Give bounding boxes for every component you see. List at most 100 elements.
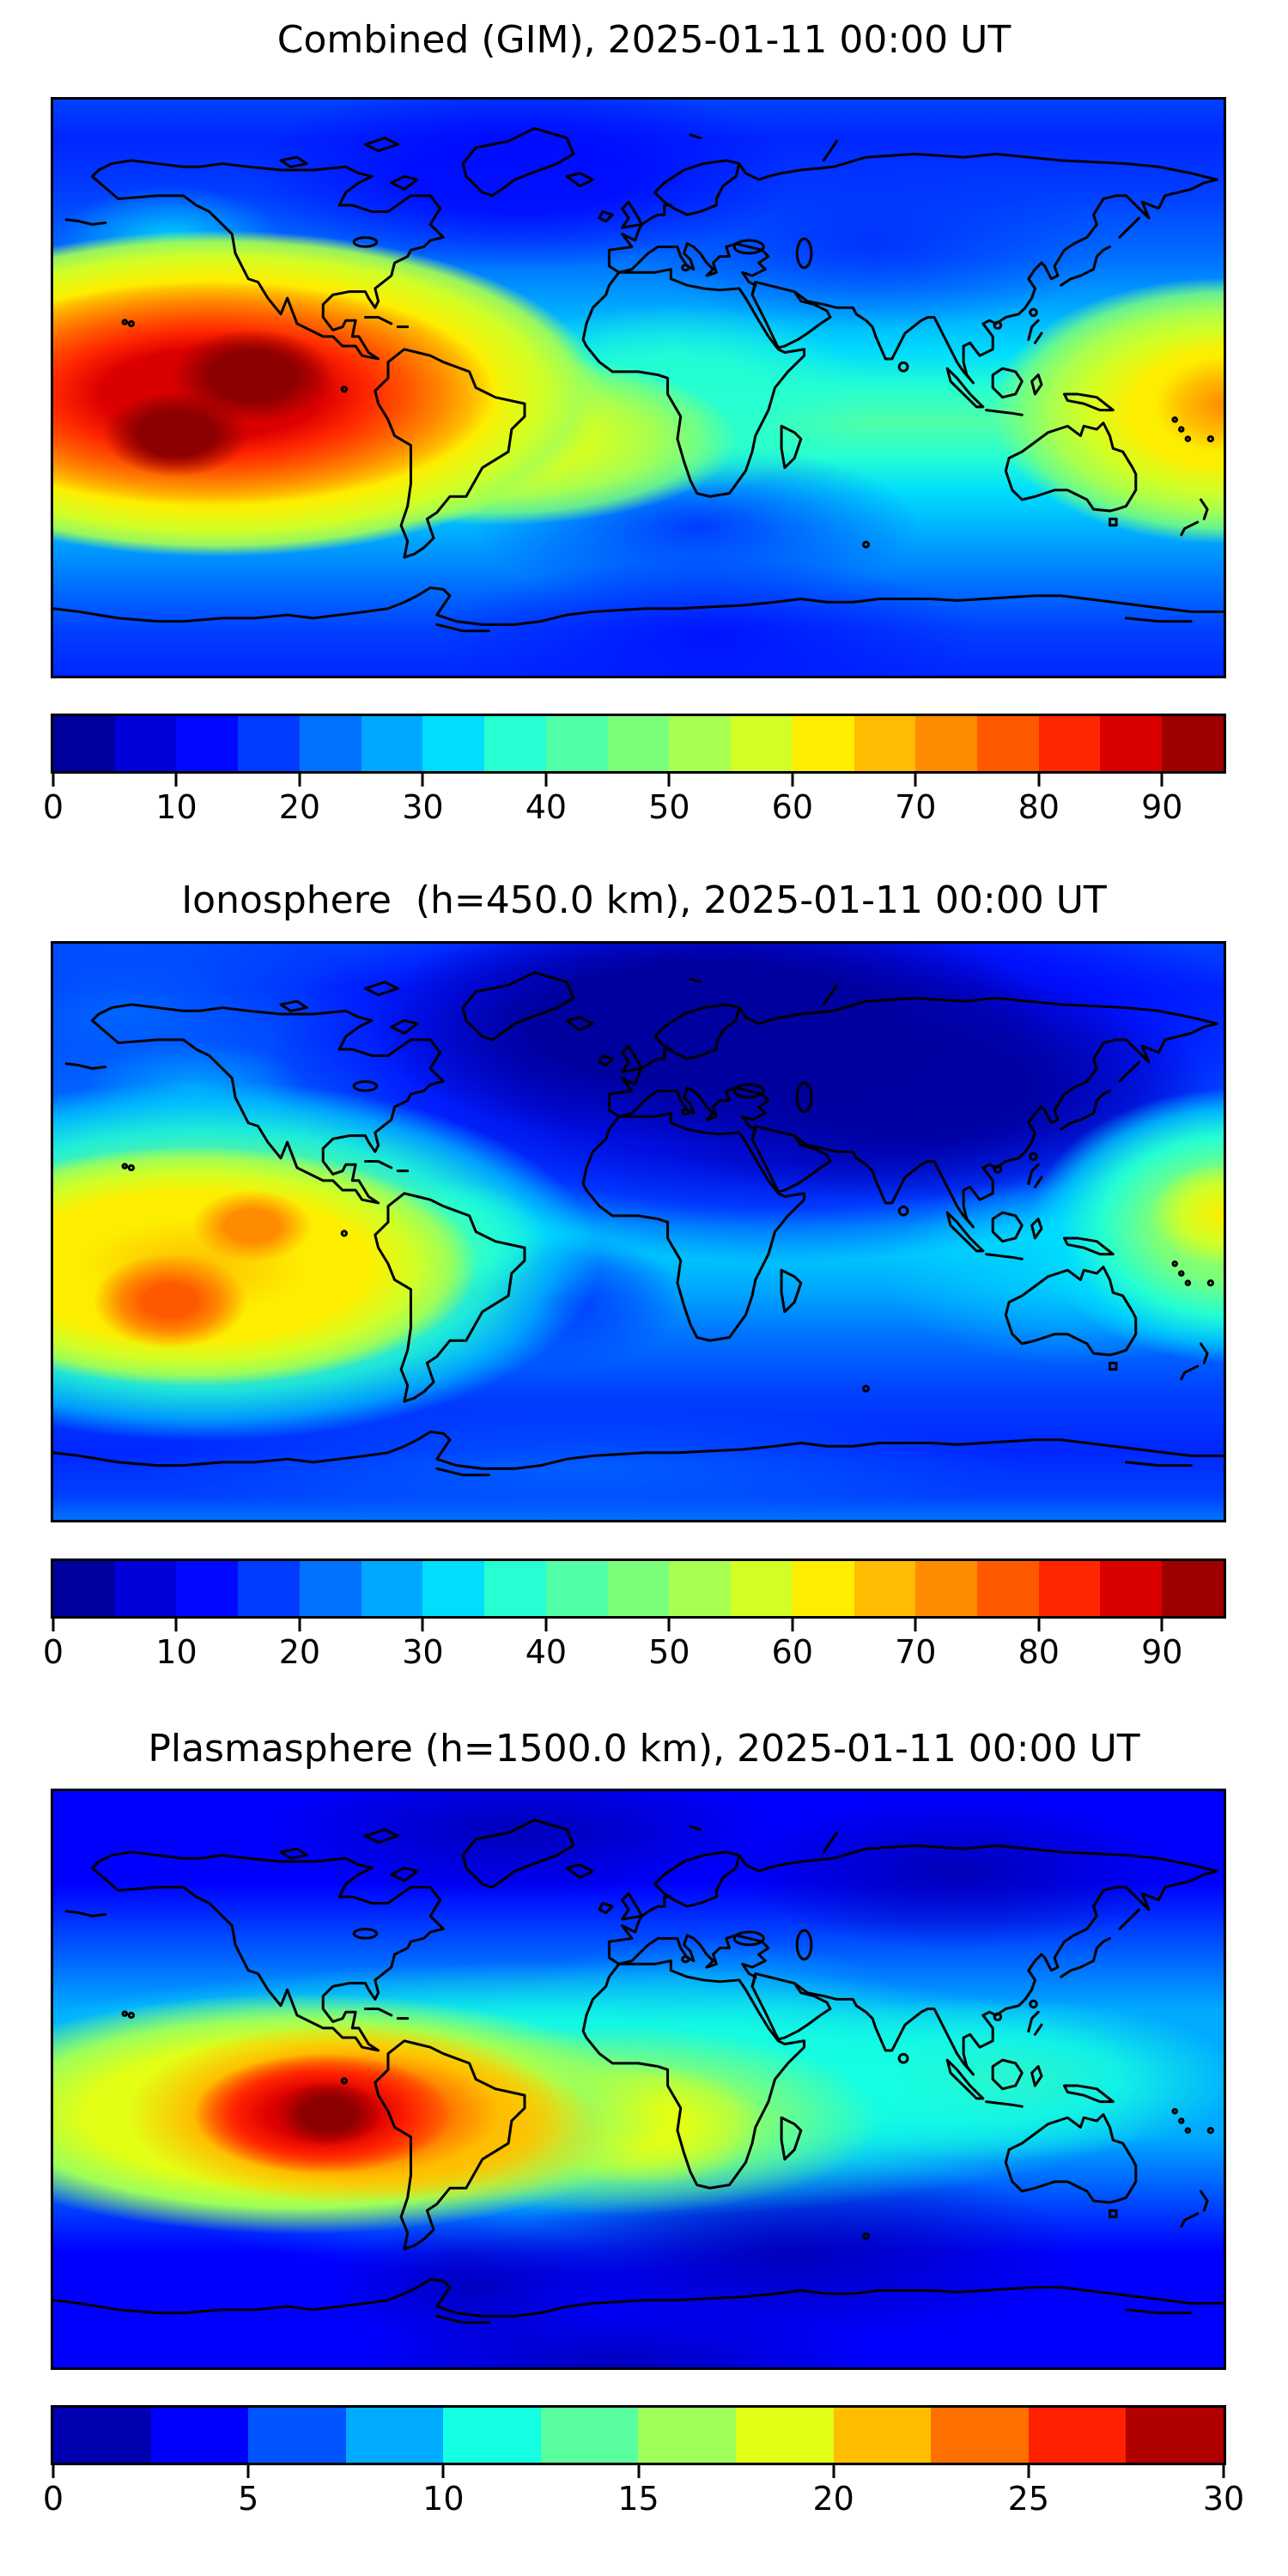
colorbar-segment: [1100, 716, 1163, 771]
colorbar-segment: [150, 2408, 249, 2463]
panel-title-ionosphere: Ionosphere (h=450.0 km), 2025-01-11 00:0…: [181, 878, 1107, 922]
colorbar-strip: [53, 1561, 1224, 1616]
colorbar-segment: [299, 1561, 361, 1616]
colorbar-segment: [915, 1561, 978, 1616]
colorbar-tick: [174, 1619, 178, 1631]
colorbar-tick: [52, 1619, 55, 1631]
colorbar-segment: [114, 1561, 177, 1616]
colorbar-tick-label: 70: [895, 788, 937, 826]
colorbar-segment: [638, 2408, 737, 2463]
colorbar-segment: [854, 1561, 916, 1616]
colorbar-tick: [832, 2465, 835, 2478]
colorbar-segment: [53, 2408, 151, 2463]
colorbar-tick-label: 80: [1018, 788, 1060, 826]
colorbar-tick: [52, 2465, 55, 2478]
colorbar-tick: [52, 774, 55, 787]
colorbar-tick: [791, 1619, 794, 1631]
colorbar-strip: [53, 2408, 1224, 2463]
colorbar-segment: [731, 1561, 793, 1616]
colorbar-tick: [791, 774, 794, 787]
colorbar-tick-label: 10: [155, 1633, 197, 1671]
colorbar-tick-label: 60: [771, 788, 814, 826]
colorbar-tick-label: 10: [155, 788, 197, 826]
colorbar-segment: [1028, 2408, 1127, 2463]
colorbar-segment: [1038, 716, 1101, 771]
colorbar-tick: [1037, 774, 1041, 787]
colorbar-tick: [174, 774, 178, 787]
colorbar-tick-label: 30: [402, 788, 444, 826]
colorbar-tick-label: 10: [422, 2480, 465, 2518]
colorbar-segment: [484, 1561, 546, 1616]
colorbar-ionosphere: 0 10 20 30 40 50 60 70 80 90: [43, 1558, 1226, 1669]
colorbar-segment: [422, 1561, 485, 1616]
colorbar-tick-label: 15: [617, 2480, 659, 2518]
colorbar-segment: [792, 1561, 854, 1616]
colorbar-tick: [1160, 774, 1163, 787]
colorbar-segment: [248, 2408, 346, 2463]
colorbar-segment: [931, 2408, 1029, 2463]
colorbar-tick-label: 20: [278, 788, 321, 826]
colorbar-tick: [441, 2465, 445, 2478]
colorbar-segment: [1038, 1561, 1101, 1616]
colorbar-tick: [914, 774, 917, 787]
colorbar-segment: [669, 716, 732, 771]
colorbar-segment: [731, 716, 793, 771]
colorbar-tick-label: 50: [648, 788, 690, 826]
colorbar-tick-label: 5: [238, 2480, 259, 2518]
colorbar-strip: [53, 716, 1224, 771]
colorbar-segment: [915, 716, 978, 771]
colorbar-tick: [637, 2465, 640, 2478]
colorbar-segment: [1162, 716, 1224, 771]
colorbar-segment: [53, 1561, 115, 1616]
colorbar-tick-label: 30: [1202, 2480, 1245, 2518]
colorbar-segment: [114, 716, 177, 771]
panel-title-combined: Combined (GIM), 2025-01-11 00:00 UT: [276, 18, 1012, 62]
map-plasmasphere: [51, 1789, 1226, 2370]
colorbar-segment: [238, 1561, 300, 1616]
colorbar-segment: [833, 2408, 932, 2463]
colorbar-tick: [246, 2465, 250, 2478]
colorbar-segment: [977, 716, 1039, 771]
colorbar-segment: [361, 716, 423, 771]
colorbar-tick: [1222, 2465, 1225, 2478]
colorbar-segment: [53, 716, 115, 771]
colorbar-plasmasphere: 0 5 10 15 20 25 30: [43, 2405, 1244, 2516]
colorbar-tick-label: 70: [895, 1633, 937, 1671]
colorbar-segment: [545, 1561, 608, 1616]
colorbar-segment: [176, 716, 239, 771]
colorbar-tick-label: 90: [1141, 1633, 1183, 1671]
map-ionosphere: [51, 941, 1226, 1522]
colorbar-segment: [607, 1561, 670, 1616]
colorbar-tick-label: 25: [1007, 2480, 1050, 2518]
colorbar-tick: [1160, 1619, 1163, 1631]
colorbar-tick-label: 50: [648, 1633, 690, 1671]
colorbar-segment: [545, 716, 608, 771]
colorbar-ticks: 0 5 10 15 20 25 30: [43, 2463, 1244, 2518]
colorbar-tick: [298, 1619, 301, 1631]
colorbar-tick-label: 40: [525, 1633, 568, 1671]
colorbar-tick: [1037, 1619, 1041, 1631]
colorbar-tick: [914, 1619, 917, 1631]
world-coastlines-icon: [53, 971, 1224, 1477]
colorbar-segment: [540, 2408, 639, 2463]
colorbar-segment: [484, 716, 546, 771]
colorbar-segment: [792, 716, 854, 771]
colorbar-segment: [607, 716, 670, 771]
colorbar-segment: [443, 2408, 541, 2463]
colorbar-segment: [854, 716, 916, 771]
colorbar-tick-label: 0: [42, 1633, 64, 1671]
colorbar-tick-label: 40: [525, 788, 568, 826]
colorbar-ticks: 0 10 20 30 40 50 60 70 80 90: [43, 1616, 1224, 1671]
colorbar-tick: [421, 1619, 424, 1631]
panel-title-plasmasphere: Plasmasphere (h=1500.0 km), 2025-01-11 0…: [148, 1727, 1140, 1771]
colorbar-ticks: 0 10 20 30 40 50 60 70 80 90: [43, 771, 1224, 826]
colorbar-tick: [667, 774, 671, 787]
colorbar-segment: [299, 716, 361, 771]
colorbar-segment: [1162, 1561, 1224, 1616]
colorbar-segment: [669, 1561, 732, 1616]
colorbar-segment: [1100, 1561, 1163, 1616]
colorbar-tick: [298, 774, 301, 787]
colorbar-segment: [977, 1561, 1039, 1616]
world-coastlines-icon: [53, 1819, 1224, 2324]
